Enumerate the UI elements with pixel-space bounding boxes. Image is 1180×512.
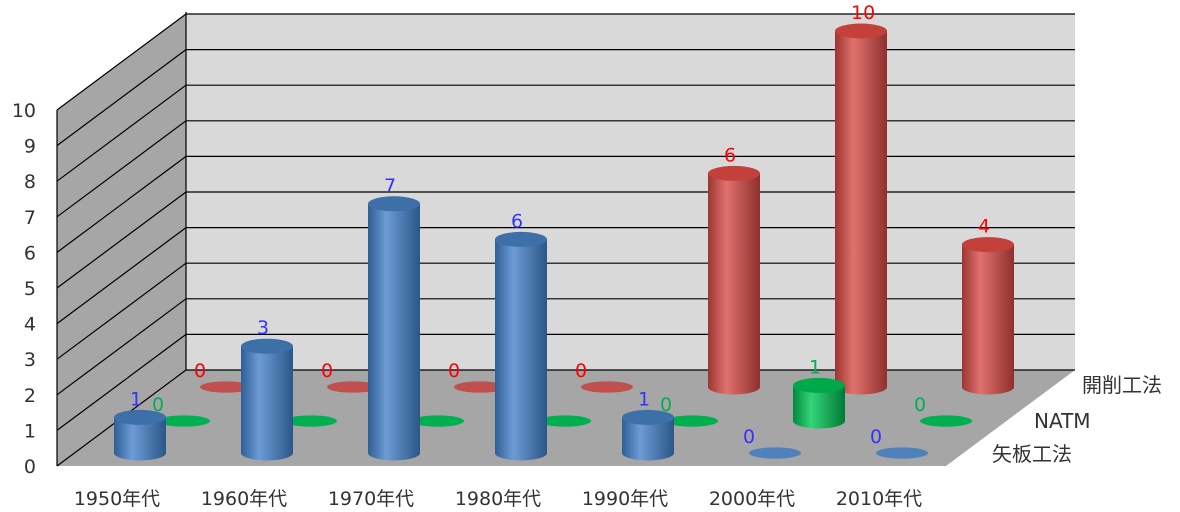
y-tick-label: 1 xyxy=(24,420,36,442)
data-label: 3 xyxy=(257,317,269,339)
data-label: 0 xyxy=(870,426,882,448)
bar-top xyxy=(622,409,674,425)
x-tick-label: 2010年代 xyxy=(836,488,922,510)
bar-top xyxy=(114,409,166,425)
x-tick-label: 2000年代 xyxy=(709,488,795,510)
bar-zero xyxy=(200,381,252,393)
data-label: 0 xyxy=(660,394,672,416)
bar-zero xyxy=(749,447,801,459)
gridline-side xyxy=(56,84,187,182)
data-label: 0 xyxy=(743,426,755,448)
bar-zero xyxy=(285,415,337,427)
y-tick-label: 5 xyxy=(24,278,36,300)
bar-top xyxy=(368,196,420,212)
x-tick-label: 1980年代 xyxy=(455,488,541,510)
bar xyxy=(793,385,845,429)
y-tick-label: 2 xyxy=(24,385,36,407)
bars: 0000610400000101376100 xyxy=(114,2,1014,461)
bar-zero xyxy=(539,415,591,427)
bar-top xyxy=(962,237,1014,253)
data-label: 10 xyxy=(851,2,875,24)
bar-zero xyxy=(920,415,972,427)
y-axis: 0 1 2 3 4 5 6 7 8 9 10 xyxy=(12,100,36,478)
gridlines xyxy=(56,12,1075,467)
data-label: 0 xyxy=(914,394,926,416)
y-tick-label: 4 xyxy=(24,314,36,336)
x-tick-label: 1960年代 xyxy=(201,488,287,510)
bar-zero xyxy=(581,381,633,393)
gridline-side xyxy=(56,227,187,325)
bar xyxy=(495,239,547,461)
bar-zero xyxy=(412,415,464,427)
bar-top xyxy=(793,377,845,393)
series-axis-label: 開削工法 xyxy=(1082,373,1162,397)
bar-top xyxy=(835,23,887,39)
data-label: 0 xyxy=(448,360,460,382)
y-tick-label: 3 xyxy=(24,349,36,371)
gridline-side xyxy=(56,333,187,431)
y-tick-label: 9 xyxy=(24,136,36,158)
bar xyxy=(368,203,420,461)
bar-zero xyxy=(327,381,379,393)
bar xyxy=(835,31,887,395)
series-axis-label: 矢板工法 xyxy=(992,442,1072,466)
bar-top xyxy=(708,165,760,181)
bar xyxy=(114,417,166,461)
bar-zero xyxy=(158,415,210,427)
series-axis: 開削工法 NATM 矢板工法 xyxy=(992,373,1162,466)
x-tick-label: 1990年代 xyxy=(582,488,668,510)
gridline-side xyxy=(56,298,187,396)
y-tick-label: 0 xyxy=(24,456,36,478)
bar-top xyxy=(495,231,547,247)
x-tick-label: 1970年代 xyxy=(328,488,414,510)
data-label: 0 xyxy=(575,360,587,382)
gridline-side xyxy=(56,262,187,360)
gridline-side xyxy=(56,49,187,147)
y-tick-label: 6 xyxy=(24,242,36,264)
x-axis: 1950年代 1960年代 1970年代 1980年代 1990年代 2000年代 2010… xyxy=(74,488,922,510)
bar-top xyxy=(241,338,293,354)
series-NATM: 0000010 xyxy=(152,356,972,429)
bar-zero xyxy=(454,381,506,393)
bar xyxy=(241,346,293,461)
bar xyxy=(708,173,760,395)
y-tick-label: 10 xyxy=(12,100,36,122)
data-label: 1 xyxy=(130,388,142,410)
bar xyxy=(622,417,674,461)
y-tick-label: 8 xyxy=(24,171,36,193)
data-label: 7 xyxy=(384,175,396,197)
data-label: 6 xyxy=(724,144,736,166)
gridline-side xyxy=(56,120,187,218)
data-label: 0 xyxy=(321,360,333,382)
bar-zero xyxy=(876,447,928,459)
data-label: 4 xyxy=(978,216,990,238)
bar xyxy=(962,244,1014,395)
gridline-side xyxy=(56,191,187,289)
x-tick-label: 1950年代 xyxy=(74,488,160,510)
bar-zero xyxy=(666,415,718,427)
data-label: 0 xyxy=(152,394,164,416)
data-label: 1 xyxy=(809,356,821,378)
series-axis-label: NATM xyxy=(1034,409,1091,433)
data-label: 1 xyxy=(638,388,650,410)
data-label: 6 xyxy=(511,210,523,232)
series-開削工法: 0 0 0 0 6 10 4 xyxy=(194,2,1014,395)
gridline-side xyxy=(56,13,187,111)
y-tick-label: 7 xyxy=(24,207,36,229)
gridline-side xyxy=(56,155,187,253)
data-label: 0 xyxy=(194,360,206,382)
